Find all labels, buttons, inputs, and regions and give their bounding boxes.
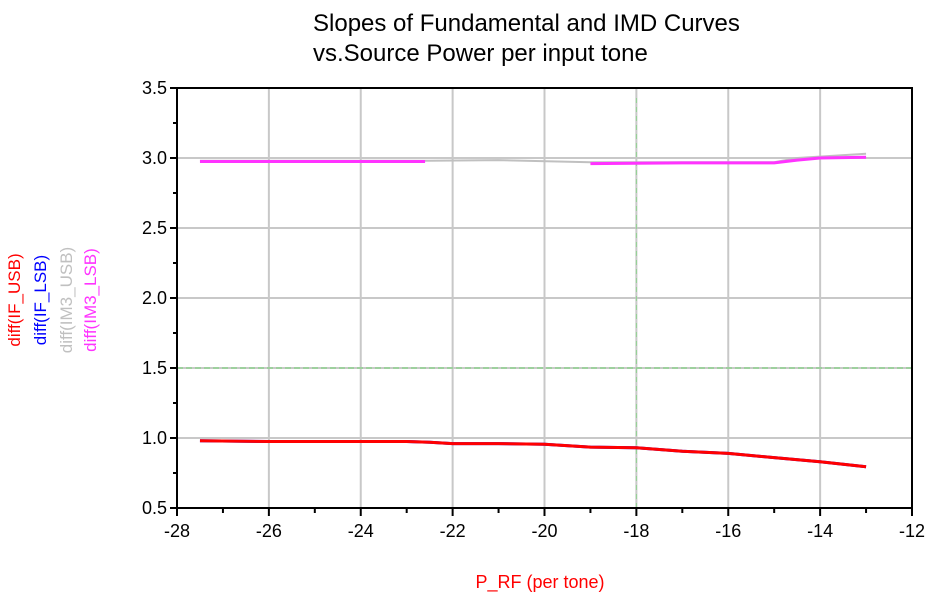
x-axis-label: P_RF (per tone) [475, 572, 604, 593]
series-line-diff-im3-lsb-1 [590, 155, 867, 166]
x-tick-label: -18 [623, 521, 649, 541]
y-tick-label: 1.5 [142, 358, 167, 378]
x-tick-label: -14 [807, 521, 833, 541]
x-tick-label: -12 [899, 521, 925, 541]
x-axis-ticks: -28 -26 -24 -22 -20 -18 -16 -14 -12 [164, 508, 925, 541]
y-axis-ticks: 0.5 1.0 1.5 2.0 2.5 3.0 3.5 [142, 78, 177, 518]
y-tick-label: 2.0 [142, 288, 167, 308]
y-tick-label: 0.5 [142, 498, 167, 518]
chart-title-line-1: Slopes of Fundamental and IMD Curves [313, 10, 740, 37]
series-layer [199, 152, 867, 469]
y-axis-series-label: diff(IF_LSB) [31, 255, 50, 345]
y-axis-series-label: diff(IF_USB) [5, 253, 24, 346]
y-tick-label: 3.5 [142, 78, 167, 98]
x-tick-label: -16 [715, 521, 741, 541]
chart-title: Slopes of Fundamental and IMD Curves vs.… [313, 10, 740, 67]
reference-line [177, 98, 912, 508]
y-axis-labels: diff(IF_USB) diff(IF_LSB) diff(IM3_USB) dif… [5, 247, 100, 353]
x-tick-label: -26 [256, 521, 282, 541]
y-axis-series-label: diff(IM3_USB) [57, 247, 76, 353]
y-tick-label: 1.0 [142, 428, 167, 448]
x-tick-label: -20 [531, 521, 557, 541]
x-tick-label: -24 [348, 521, 374, 541]
y-tick-label: 3.0 [142, 148, 167, 168]
series-line-diff-if-usb-0 [199, 439, 867, 469]
y-tick-label: 2.5 [142, 218, 167, 238]
y-axis-series-label: diff(IM3_LSB) [81, 248, 100, 352]
chart-title-line-2: vs.Source Power per input tone [313, 40, 648, 67]
x-tick-label: -22 [440, 521, 466, 541]
x-tick-label: -28 [164, 521, 190, 541]
